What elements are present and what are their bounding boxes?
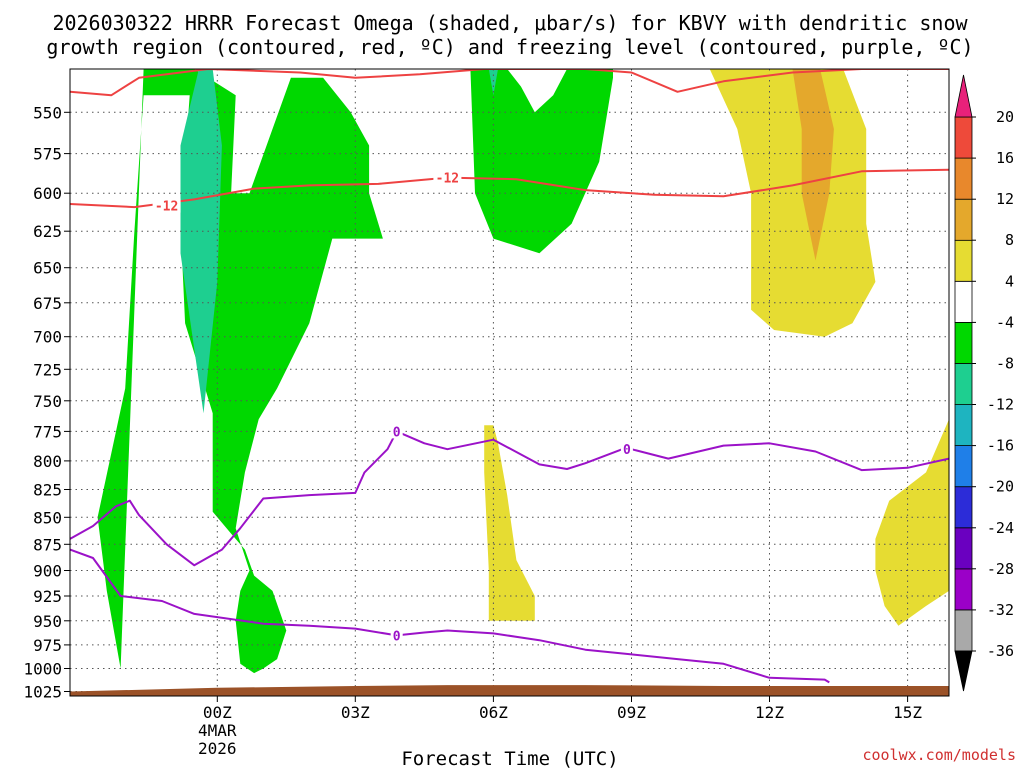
y-tick-label-600: 600 — [33, 184, 62, 203]
dgz-contour-0 — [70, 69, 949, 97]
freezing-level-contour-label-bg-0-0 — [390, 424, 403, 439]
colorbar-label-8: -4 — [996, 313, 1014, 331]
y-tick-label-575: 575 — [33, 145, 62, 164]
colorbar-label-9: 4 — [1005, 272, 1014, 290]
colorbar: -36 -32 -28 -24 -20 -16 -12 -8 -4 4 8 12 16 20 — [954, 74, 1014, 692]
colorbar-segment-5 — [954, 404, 973, 446]
colorbar-segment-3 — [954, 486, 973, 529]
y-tick-label-875: 875 — [33, 535, 62, 554]
x-tick-label-12Z: 12Z — [755, 703, 784, 722]
colorbar-label-0: -36 — [987, 642, 1014, 660]
terrain-layer — [70, 685, 949, 696]
y-tick-label-725: 725 — [33, 360, 62, 379]
y-tick-label-950: 950 — [33, 612, 62, 631]
x-axis-label: Forecast Time (UTC) — [401, 748, 618, 768]
y-tick-label-925: 925 — [33, 587, 62, 606]
colorbar-label-12: 16 — [996, 149, 1014, 167]
colorbar-bottom-arrow — [954, 650, 973, 692]
chart-title-line-1: 2026030322 HRRR Forecast Omega (shaded, … — [52, 11, 968, 35]
colorbar-label-11: 12 — [996, 190, 1014, 208]
pressure-axis: 550 575 600 625 650 675 700 725 750 775 800 825 850 8… — [23, 103, 70, 702]
colorbar-segment-11 — [954, 157, 973, 200]
colorbar-label-5: -16 — [987, 437, 1014, 455]
omega-region-upward-motion-large — [97, 69, 383, 674]
omega-shading-layer — [97, 69, 949, 674]
colorbar-label-6: -12 — [987, 396, 1014, 414]
x-tick-label-03Z: 03Z — [341, 703, 370, 722]
colorbar-segment-6 — [954, 363, 973, 405]
colorbar-segment-7 — [954, 321, 973, 364]
grid-layer — [70, 69, 949, 696]
colorbar-label-2: -28 — [987, 560, 1014, 578]
freezing-level-contour-label-0-1: 0 — [623, 443, 631, 458]
colorbar-segment-9 — [954, 239, 973, 282]
y-tick-label-1025: 1025 — [23, 683, 62, 702]
y-tick-label-625: 625 — [33, 222, 62, 241]
dgz-contour-label-bg-1-0 — [152, 198, 181, 213]
y-tick-label-975: 975 — [33, 636, 62, 655]
y-tick-label-900: 900 — [33, 562, 62, 581]
freezing-level-contour-label-0-0: 0 — [393, 425, 401, 440]
colorbar-label-3: -24 — [987, 519, 1014, 537]
y-tick-label-550: 550 — [33, 103, 62, 122]
colorbar-segment-10 — [954, 198, 973, 241]
contour-layer: -12 -12 0 0 0 — [70, 69, 949, 684]
omega-region-downward-motion-lower-mid — [484, 425, 535, 621]
ground-terrain — [70, 685, 949, 696]
x-tick-label-06Z: 06Z — [479, 703, 508, 722]
colorbar-label-7: -8 — [996, 355, 1014, 373]
dgz-contour-label-bg-1-1 — [433, 170, 462, 185]
y-tick-label-700: 700 — [33, 328, 62, 347]
freezing-level-contour-0 — [70, 430, 949, 567]
colorbar-label-10: 8 — [1005, 231, 1014, 249]
colorbar-label-4: -20 — [987, 478, 1014, 496]
colorbar-segment-1 — [954, 568, 973, 611]
colorbar-label-13: 20 — [996, 108, 1014, 126]
x-tick-label-00Z: 00Z — [203, 703, 232, 722]
omega-region-upward-motion-upper — [470, 69, 613, 254]
colorbar-top-arrow — [954, 74, 973, 118]
y-tick-label-850: 850 — [33, 508, 62, 527]
y-tick-label-775: 775 — [33, 422, 62, 441]
omega-region-downward-motion-upper — [709, 69, 876, 337]
x-tick-label-15Z: 15Z — [893, 703, 922, 722]
plot-frame — [69, 68, 950, 697]
colorbar-segment-4 — [954, 445, 973, 488]
omega-region-upward-motion-strong — [180, 69, 222, 414]
x-tick-label-09Z: 09Z — [617, 703, 646, 722]
freezing-level-contour-label-bg-0-1 — [620, 442, 633, 457]
colorbar-segment-2 — [954, 527, 973, 570]
colorbar-segment-12 — [954, 116, 973, 159]
x-tick-year-label: 2026 — [198, 739, 237, 758]
omega-region-downward-motion-lower-right — [875, 419, 949, 626]
colorbar-segment-8 — [954, 280, 973, 323]
y-tick-label-1000: 1000 — [23, 660, 62, 679]
freezing-level-contour-label-1-0: 0 — [393, 629, 401, 644]
x-tick-date-label: 4MAR — [198, 721, 237, 740]
freezing-level-contour-1 — [70, 548, 830, 684]
y-tick-label-650: 650 — [33, 259, 62, 278]
dgz-contour-1 — [70, 168, 949, 209]
source-credit: coolwx.com/models — [862, 746, 1016, 764]
y-tick-label-800: 800 — [33, 452, 62, 471]
y-tick-label-825: 825 — [33, 481, 62, 500]
dgz-contour-label-1-1: -12 — [436, 172, 459, 187]
colorbar-label-1: -32 — [987, 601, 1014, 619]
omega-region-downward-motion-upper-strong — [792, 69, 834, 261]
colorbar-segment-0 — [954, 609, 973, 652]
chart-title-line-2: growth region (contoured, red, ºC) and f… — [46, 35, 973, 59]
freezing-level-contour-label-bg-1-0 — [390, 628, 403, 643]
omega-region-upward-motion-strong-upper — [488, 69, 498, 96]
y-tick-label-750: 750 — [33, 392, 62, 411]
dgz-contour-label-1-0: -12 — [155, 200, 178, 215]
y-tick-label-675: 675 — [33, 294, 62, 313]
